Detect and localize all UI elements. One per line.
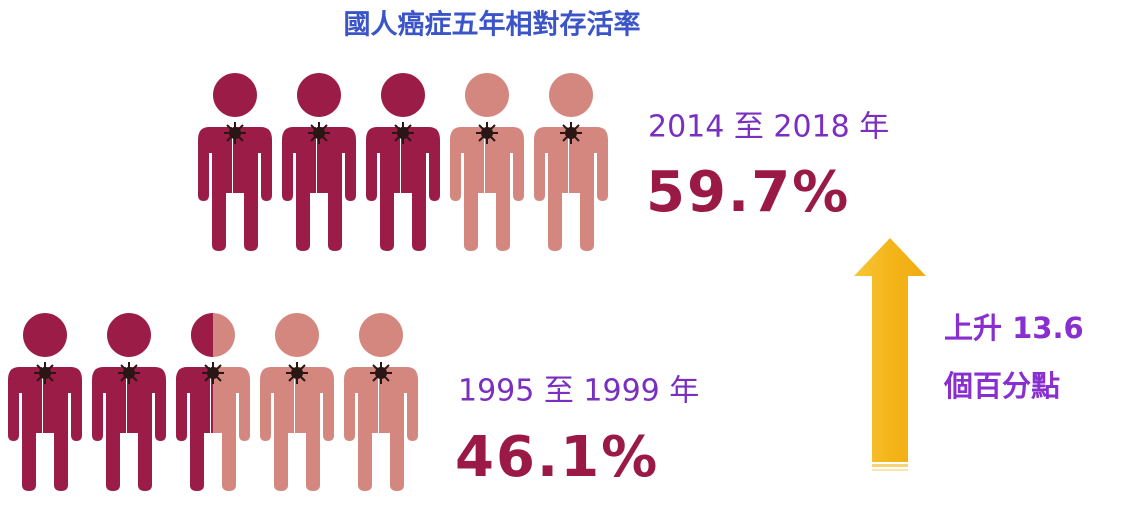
person-icon: [260, 313, 334, 491]
period-label: 1995 至 1999 年: [458, 374, 699, 409]
arrow: [854, 238, 926, 471]
rate-label: 46.1%: [455, 425, 659, 490]
person-icon: [198, 73, 272, 251]
rate-label: 59.7%: [646, 160, 850, 225]
person-icon: [282, 73, 356, 251]
person-icon: [344, 313, 418, 491]
change-label: 個百分點: [943, 369, 1060, 403]
person-icon: [92, 313, 166, 491]
person-icon: [450, 73, 524, 251]
change-label: 上升 13.6: [944, 311, 1084, 345]
person-icon: [534, 73, 608, 251]
person-icon: [366, 73, 440, 251]
title: 國人癌症五年相對存活率: [344, 9, 641, 41]
period-label: 2014 至 2018 年: [648, 110, 889, 145]
person-icon: [176, 313, 250, 491]
icons-top: [198, 73, 608, 251]
icons-bottom: [8, 313, 418, 491]
person-icon: [8, 313, 82, 491]
